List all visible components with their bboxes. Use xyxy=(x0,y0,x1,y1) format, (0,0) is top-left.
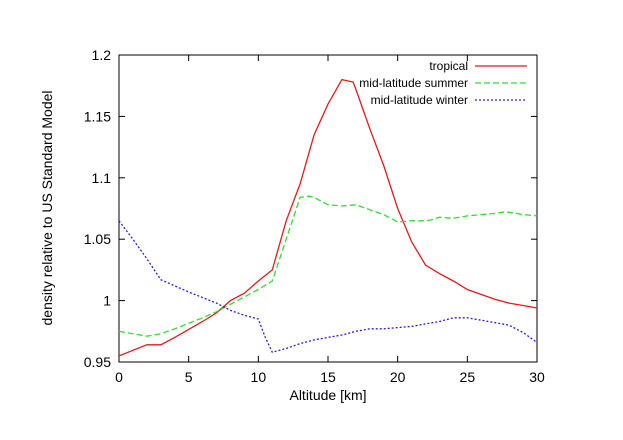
series-line-tropical xyxy=(118,78,538,357)
y-tick-label: 1.1 xyxy=(92,170,112,186)
series-line-mid-latitude-summer xyxy=(118,195,538,337)
series-lines xyxy=(118,78,538,357)
y-axis: 0.95 1 1.05 1.1 1.15 1.2 xyxy=(84,47,537,370)
x-axis-label: Altitude [km] xyxy=(289,387,366,403)
series-line-mid-latitude-winter xyxy=(118,220,538,353)
y-tick-label: 1 xyxy=(103,293,111,309)
plot-frame xyxy=(118,54,538,363)
x-tick-label: 20 xyxy=(390,369,406,385)
x-tick-label: 5 xyxy=(185,369,193,385)
y-tick-label: 1.2 xyxy=(92,47,112,63)
y-tick-label: 1.15 xyxy=(84,108,111,124)
legend-label: tropical xyxy=(429,59,468,73)
legend-label: mid-latitude summer xyxy=(359,76,468,90)
x-axis: 0 5 10 15 20 25 30 xyxy=(115,55,545,385)
x-tick-label: 0 xyxy=(115,369,123,385)
y-axis-label: density relative to US Standard Model xyxy=(39,90,55,325)
x-tick-label: 10 xyxy=(251,369,267,385)
x-tick-label: 25 xyxy=(460,369,476,385)
y-tick-label: 1.05 xyxy=(84,231,111,247)
x-tick-label: 15 xyxy=(320,369,336,385)
y-tick-label: 0.95 xyxy=(84,354,111,370)
x-tick-label: 30 xyxy=(529,369,545,385)
legend: tropical mid-latitude summer mid-latitude … xyxy=(359,59,527,107)
legend-label: mid-latitude winter xyxy=(371,93,468,107)
